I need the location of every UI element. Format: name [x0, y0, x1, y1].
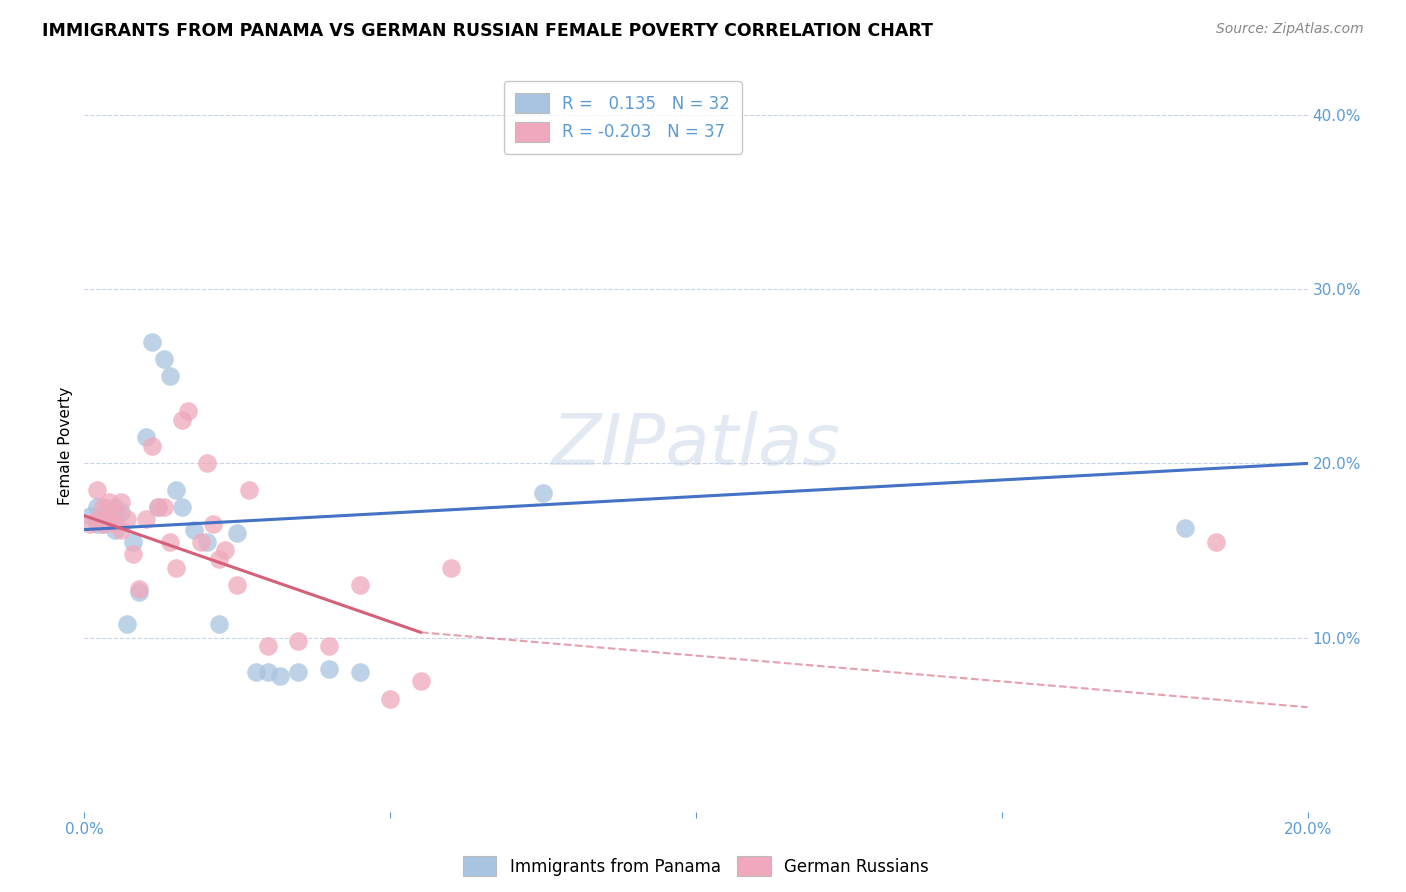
- Point: [146, 500, 169, 514]
- Point: [97, 512, 120, 526]
- Point: [208, 552, 231, 566]
- Point: [318, 662, 340, 676]
- Point: [79, 508, 101, 523]
- Text: IMMIGRANTS FROM PANAMA VS GERMAN RUSSIAN FEMALE POVERTY CORRELATION CHART: IMMIGRANTS FROM PANAMA VS GERMAN RUSSIAN…: [42, 22, 934, 40]
- Point: [195, 457, 218, 471]
- Point: [135, 512, 157, 526]
- Point: [269, 669, 291, 683]
- Point: [141, 334, 163, 349]
- Point: [1174, 521, 1197, 535]
- Point: [104, 500, 127, 514]
- Point: [440, 561, 463, 575]
- Point: [172, 500, 194, 514]
- Point: [195, 534, 218, 549]
- Point: [86, 512, 108, 526]
- Point: [172, 413, 194, 427]
- Point: [104, 505, 127, 519]
- Point: [245, 665, 267, 680]
- Point: [531, 486, 554, 500]
- Point: [122, 547, 145, 561]
- Point: [110, 523, 132, 537]
- Point: [165, 483, 187, 497]
- Point: [115, 512, 138, 526]
- Point: [165, 561, 187, 575]
- Point: [104, 523, 127, 537]
- Point: [97, 512, 120, 526]
- Point: [86, 483, 108, 497]
- Point: [190, 534, 212, 549]
- Point: [159, 534, 181, 549]
- Point: [177, 404, 200, 418]
- Point: [91, 517, 114, 532]
- Text: ZIPatlas: ZIPatlas: [551, 411, 841, 481]
- Point: [128, 582, 150, 596]
- Point: [153, 351, 176, 366]
- Point: [201, 517, 224, 532]
- Point: [318, 640, 340, 654]
- Point: [208, 616, 231, 631]
- Point: [1205, 534, 1227, 549]
- Point: [128, 585, 150, 599]
- Point: [79, 517, 101, 532]
- Point: [110, 494, 132, 508]
- Point: [86, 500, 108, 514]
- Legend: Immigrants from Panama, German Russians: Immigrants from Panama, German Russians: [457, 849, 935, 883]
- Point: [91, 508, 114, 523]
- Point: [257, 665, 280, 680]
- Point: [97, 505, 120, 519]
- Point: [257, 640, 280, 654]
- Point: [86, 517, 108, 532]
- Point: [287, 634, 309, 648]
- Point: [115, 616, 138, 631]
- Point: [97, 494, 120, 508]
- Point: [146, 500, 169, 514]
- Y-axis label: Female Poverty: Female Poverty: [58, 387, 73, 505]
- Point: [226, 578, 249, 592]
- Point: [153, 500, 176, 514]
- Point: [238, 483, 260, 497]
- Point: [287, 665, 309, 680]
- Point: [380, 691, 402, 706]
- Point: [226, 526, 249, 541]
- Point: [349, 578, 371, 592]
- Point: [141, 439, 163, 453]
- Point: [135, 430, 157, 444]
- Point: [91, 517, 114, 532]
- Point: [159, 369, 181, 384]
- Point: [409, 674, 432, 689]
- Point: [110, 505, 132, 519]
- Point: [349, 665, 371, 680]
- Point: [122, 534, 145, 549]
- Point: [104, 517, 127, 532]
- Text: Source: ZipAtlas.com: Source: ZipAtlas.com: [1216, 22, 1364, 37]
- Point: [91, 500, 114, 514]
- Point: [183, 523, 205, 537]
- Point: [214, 543, 236, 558]
